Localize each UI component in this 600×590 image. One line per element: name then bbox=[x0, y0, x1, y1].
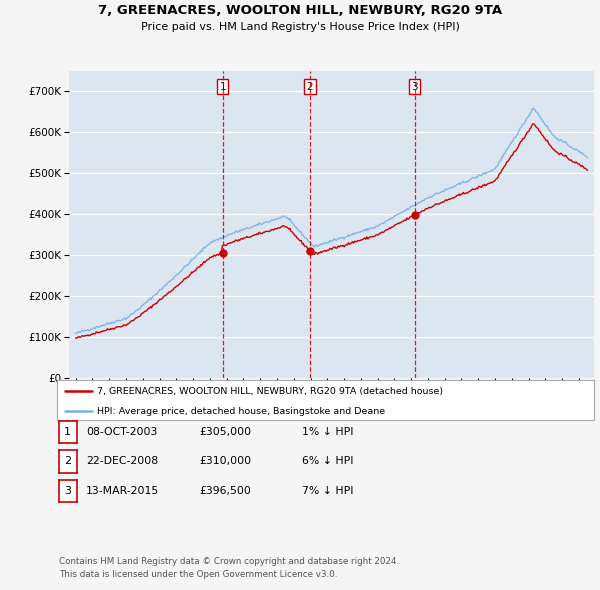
Text: Price paid vs. HM Land Registry's House Price Index (HPI): Price paid vs. HM Land Registry's House … bbox=[140, 22, 460, 32]
Text: 2: 2 bbox=[307, 81, 313, 91]
Text: £310,000: £310,000 bbox=[200, 457, 252, 466]
Text: 3: 3 bbox=[64, 486, 71, 496]
Text: 08-OCT-2003: 08-OCT-2003 bbox=[86, 427, 157, 437]
Text: 6% ↓ HPI: 6% ↓ HPI bbox=[302, 457, 353, 466]
Text: This data is licensed under the Open Government Licence v3.0.: This data is licensed under the Open Gov… bbox=[59, 570, 337, 579]
Text: 1: 1 bbox=[64, 427, 71, 437]
Text: 22-DEC-2008: 22-DEC-2008 bbox=[86, 457, 158, 466]
Text: 7, GREENACRES, WOOLTON HILL, NEWBURY, RG20 9TA: 7, GREENACRES, WOOLTON HILL, NEWBURY, RG… bbox=[98, 4, 502, 17]
Text: 1% ↓ HPI: 1% ↓ HPI bbox=[302, 427, 353, 437]
Text: 1: 1 bbox=[220, 81, 226, 91]
Text: 7% ↓ HPI: 7% ↓ HPI bbox=[302, 486, 353, 496]
Text: HPI: Average price, detached house, Basingstoke and Deane: HPI: Average price, detached house, Basi… bbox=[97, 407, 385, 416]
Text: 2: 2 bbox=[64, 457, 71, 466]
Text: 13-MAR-2015: 13-MAR-2015 bbox=[86, 486, 159, 496]
Text: 3: 3 bbox=[411, 81, 418, 91]
Text: Contains HM Land Registry data © Crown copyright and database right 2024.: Contains HM Land Registry data © Crown c… bbox=[59, 557, 399, 566]
Text: £305,000: £305,000 bbox=[200, 427, 252, 437]
Text: £396,500: £396,500 bbox=[200, 486, 251, 496]
Text: 7, GREENACRES, WOOLTON HILL, NEWBURY, RG20 9TA (detached house): 7, GREENACRES, WOOLTON HILL, NEWBURY, RG… bbox=[97, 386, 443, 396]
